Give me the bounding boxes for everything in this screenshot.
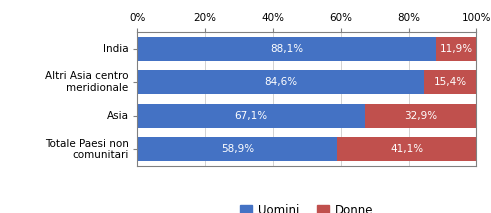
- Text: 32,9%: 32,9%: [404, 111, 437, 121]
- Text: 15,4%: 15,4%: [434, 77, 467, 87]
- Text: 88,1%: 88,1%: [270, 44, 303, 54]
- Legend: Uomini, Donne: Uomini, Donne: [241, 204, 373, 213]
- Text: 11,9%: 11,9%: [439, 44, 473, 54]
- Bar: [137, 37, 436, 61]
- Bar: [137, 104, 365, 128]
- Bar: [365, 104, 476, 128]
- Bar: [424, 70, 476, 94]
- Text: 84,6%: 84,6%: [264, 77, 298, 87]
- Bar: [137, 70, 424, 94]
- Bar: [137, 137, 337, 161]
- Text: 67,1%: 67,1%: [235, 111, 268, 121]
- Text: 41,1%: 41,1%: [390, 144, 423, 154]
- Bar: [436, 37, 476, 61]
- Text: 58,9%: 58,9%: [220, 144, 254, 154]
- Bar: [337, 137, 476, 161]
